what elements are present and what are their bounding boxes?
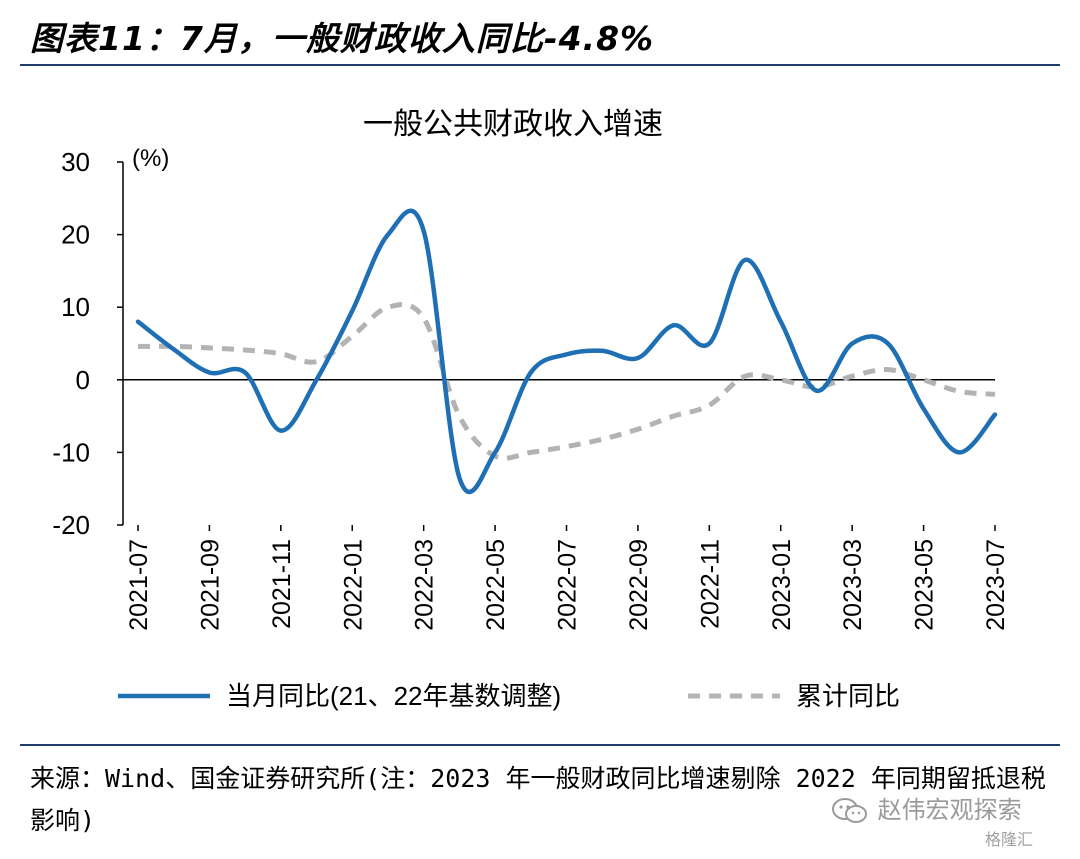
x-tick-label: 2022-01 — [339, 539, 367, 631]
x-tick-label: 2023-07 — [982, 539, 1010, 631]
y-tick-label: 30 — [61, 147, 90, 177]
x-tick-label: 2022-07 — [554, 539, 582, 631]
x-tick-label: 2021-11 — [268, 539, 296, 629]
y-tick-label: -20 — [52, 510, 90, 540]
x-tick-label: 2022-05 — [482, 539, 510, 631]
watermark-text: 赵伟宏观探索 — [877, 796, 1022, 824]
x-tick-label: 2022-09 — [625, 539, 653, 631]
series-layer — [135, 208, 998, 495]
x-tick-label: 2022-11 — [696, 539, 724, 629]
series-line-monthly-yoy — [135, 208, 998, 495]
x-tick-label: 2021-09 — [196, 539, 224, 631]
wechat-icon — [830, 797, 870, 825]
x-tick-label: 2021-07 — [125, 539, 153, 631]
y-tick-label: 20 — [61, 220, 90, 250]
y-tick-label: 10 — [61, 292, 90, 322]
source-note: 来源：Wind、国金证券研究所(注：2023 年一般财政同比增速剔除 2022 … — [30, 764, 1046, 835]
top-rule — [20, 64, 1060, 66]
series-line-cumulative-yoy — [137, 302, 996, 461]
y-axis-label: (%) — [132, 145, 169, 172]
x-tick-label: 2022-03 — [411, 539, 439, 631]
watermark-secondary: 格隆汇 — [985, 830, 1034, 849]
y-tick-label: 0 — [76, 365, 90, 395]
chart-title: 一般公共财政收入增速 — [363, 107, 663, 142]
x-tick-label: 2023-03 — [839, 539, 867, 631]
watermark: 赵伟宏观探索 — [830, 790, 1022, 825]
figure-title: 图表11：7月，一般财政收入同比-4.8% — [30, 19, 655, 58]
legend-item-monthly-yoy-label: 当月同比(21、22年基数调整) — [226, 681, 561, 711]
legend-item-cumulative-yoy-label: 累计同比 — [796, 681, 900, 711]
legend: 当月同比(21、22年基数调整) 累计同比 — [118, 681, 900, 711]
bottom-rule — [20, 744, 1060, 746]
x-tick-label: 2023-05 — [911, 539, 939, 631]
x-tick-label: 2023-01 — [768, 539, 796, 631]
y-tick-label: -10 — [52, 437, 90, 467]
axes: 30 20 10 0 -10 -20 2021-07 2021-09 2021-11 2022-0… — [52, 147, 1010, 631]
line-chart: 一般公共财政收入增速 (%) 30 20 10 0 -10 -20 2021-07 2021-… — [52, 107, 1010, 711]
